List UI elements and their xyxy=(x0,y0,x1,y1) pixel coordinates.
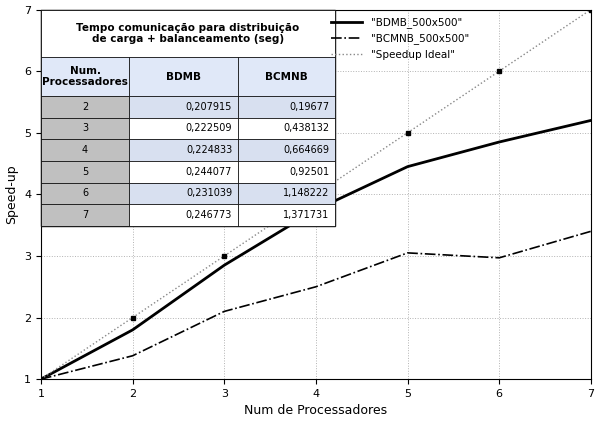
"Speedup Ideal" xyxy=(37,376,44,382)
"BDMB_500x500" xyxy=(37,376,44,382)
"Speedup Ideal" xyxy=(313,192,320,197)
"BCMNB_500x500" xyxy=(587,229,595,234)
Legend: "BDMB_500x500", "BCMNB_500x500", "Speedup Ideal": "BDMB_500x500", "BCMNB_500x500", "Speedu… xyxy=(327,13,473,64)
Line: "Speedup Ideal": "Speedup Ideal" xyxy=(41,10,591,379)
"Speedup Ideal" xyxy=(404,130,411,135)
"BCMNB_500x500" xyxy=(496,255,503,260)
"BDMB_500x500" xyxy=(404,164,411,169)
"BCMNB_500x500" xyxy=(129,353,136,358)
"BCMNB_500x500" xyxy=(404,250,411,255)
"BDMB_500x500" xyxy=(313,207,320,212)
"BDMB_500x500" xyxy=(221,263,228,268)
"Speedup Ideal" xyxy=(221,253,228,258)
Line: "BDMB_500x500": "BDMB_500x500" xyxy=(41,121,591,379)
"BDMB_500x500" xyxy=(129,327,136,332)
X-axis label: Num de Processadores: Num de Processadores xyxy=(244,404,388,418)
"Speedup Ideal" xyxy=(129,315,136,320)
"Speedup Ideal" xyxy=(587,7,595,12)
Y-axis label: Speed-up: Speed-up xyxy=(5,165,19,224)
"Speedup Ideal" xyxy=(496,69,503,74)
"BDMB_500x500" xyxy=(496,140,503,145)
"BCMNB_500x500" xyxy=(37,376,44,382)
"BDMB_500x500" xyxy=(587,118,595,123)
"BCMNB_500x500" xyxy=(221,309,228,314)
Line: "BCMNB_500x500": "BCMNB_500x500" xyxy=(41,231,591,379)
"BCMNB_500x500" xyxy=(313,284,320,289)
